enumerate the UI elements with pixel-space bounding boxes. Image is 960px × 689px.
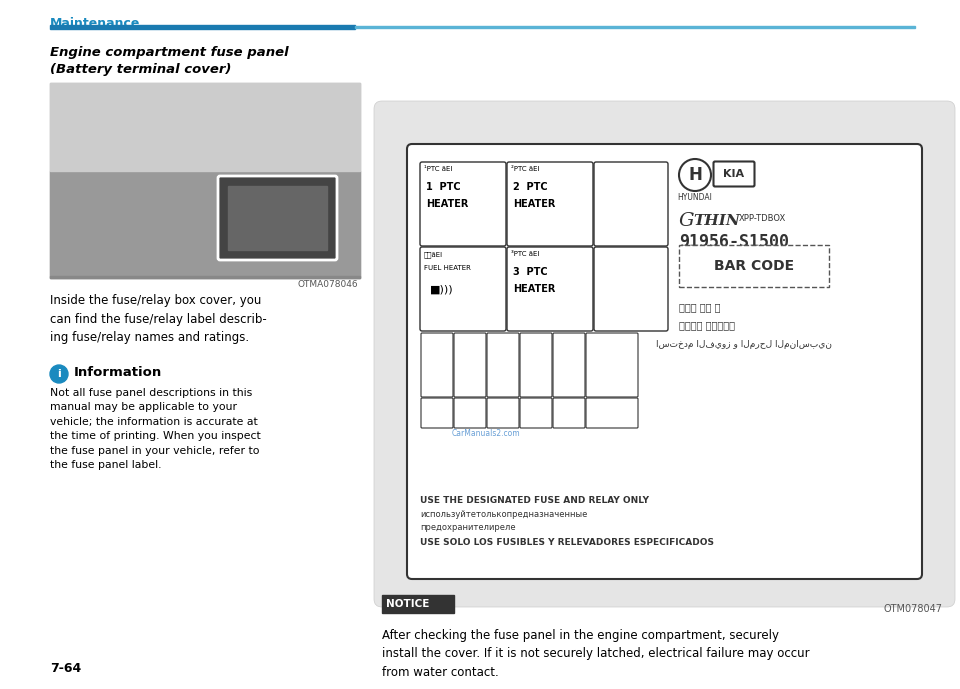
Text: ³PTC ãEI: ³PTC ãEI bbox=[511, 251, 540, 257]
Text: NOTICE: NOTICE bbox=[386, 599, 429, 609]
Text: HEATER: HEATER bbox=[426, 199, 468, 209]
Text: BAR CODE: BAR CODE bbox=[714, 259, 794, 273]
Text: THIN: THIN bbox=[693, 214, 740, 228]
FancyBboxPatch shape bbox=[407, 144, 922, 579]
Text: Not all fuse panel descriptions in this
manual may be applicable to your
vehicle: Not all fuse panel descriptions in this … bbox=[50, 388, 261, 470]
Bar bbox=[50, 25, 355, 29]
Bar bbox=[50, 83, 360, 171]
Bar bbox=[228, 186, 327, 250]
FancyBboxPatch shape bbox=[421, 333, 453, 397]
Text: OTMA078046: OTMA078046 bbox=[298, 280, 358, 289]
Text: HEATER: HEATER bbox=[513, 284, 556, 294]
Text: After checking the fuse panel in the engine compartment, securely
install the co: After checking the fuse panel in the eng… bbox=[382, 629, 809, 679]
Text: H: H bbox=[688, 166, 702, 184]
Text: 지정된 큐즈 및: 지정된 큐즈 및 bbox=[679, 302, 721, 312]
Text: i: i bbox=[58, 369, 60, 379]
Text: Engine compartment fuse panel
(Battery terminal cover): Engine compartment fuse panel (Battery t… bbox=[50, 46, 289, 76]
Text: OTM078047: OTM078047 bbox=[883, 604, 942, 614]
FancyBboxPatch shape bbox=[454, 333, 486, 397]
Text: KIA: KIA bbox=[724, 169, 745, 179]
FancyBboxPatch shape bbox=[487, 333, 519, 397]
Text: USE THE DESIGNATED FUSE AND RELAY ONLY: USE THE DESIGNATED FUSE AND RELAY ONLY bbox=[420, 496, 649, 505]
FancyBboxPatch shape bbox=[454, 398, 486, 428]
Text: 7-64: 7-64 bbox=[50, 662, 82, 675]
Text: ²PTC ãEI: ²PTC ãEI bbox=[511, 166, 540, 172]
Text: ¹PTC ãEI: ¹PTC ãEI bbox=[424, 166, 452, 172]
FancyBboxPatch shape bbox=[553, 333, 585, 397]
Text: 2  PTC: 2 PTC bbox=[513, 182, 547, 192]
Text: XPP-TDBOX: XPP-TDBOX bbox=[739, 214, 786, 223]
Text: USE SOLO LOS FUSIBLES Y RELEVADORES ESPECIFICADOS: USE SOLO LOS FUSIBLES Y RELEVADORES ESPE… bbox=[420, 538, 714, 547]
Bar bbox=[382, 595, 454, 613]
Text: استخدم الفيوز و المرحل المناسبين: استخدم الفيوز و المرحل المناسبين bbox=[656, 340, 832, 349]
Text: CarManuals2.com: CarManuals2.com bbox=[452, 429, 520, 438]
Text: FUEL HEATER: FUEL HEATER bbox=[424, 265, 470, 271]
Circle shape bbox=[50, 365, 68, 383]
FancyBboxPatch shape bbox=[713, 161, 755, 187]
Text: 1  PTC: 1 PTC bbox=[426, 182, 461, 192]
Text: используйтетолькопредназначенные: используйтетолькопредназначенные bbox=[420, 510, 588, 519]
Text: Information: Information bbox=[74, 366, 162, 379]
FancyBboxPatch shape bbox=[520, 333, 552, 397]
FancyBboxPatch shape bbox=[586, 333, 638, 397]
Text: 연료ãEI: 연료ãEI bbox=[424, 251, 444, 258]
Text: Inside the fuse/relay box cover, you
can find the fuse/relay label describ-
ing : Inside the fuse/relay box cover, you can… bbox=[50, 294, 267, 344]
FancyBboxPatch shape bbox=[594, 247, 668, 331]
Bar bbox=[50, 171, 360, 278]
Text: 릴레이만 사용하세요: 릴레이만 사용하세요 bbox=[679, 320, 735, 330]
Bar bbox=[355, 26, 915, 28]
FancyBboxPatch shape bbox=[421, 398, 453, 428]
Text: 91956-S1500: 91956-S1500 bbox=[679, 233, 789, 251]
FancyBboxPatch shape bbox=[487, 398, 519, 428]
Text: HEATER: HEATER bbox=[513, 199, 556, 209]
Text: 3  PTC: 3 PTC bbox=[513, 267, 547, 277]
Text: Maintenance: Maintenance bbox=[50, 17, 140, 30]
Text: HYUNDAI: HYUNDAI bbox=[678, 193, 712, 202]
Bar bbox=[50, 276, 360, 278]
Text: предохранителиреле: предохранителиреле bbox=[420, 523, 516, 532]
Text: ■))): ■))) bbox=[430, 284, 454, 294]
Text: G: G bbox=[679, 212, 695, 230]
FancyBboxPatch shape bbox=[420, 162, 506, 246]
Bar bbox=[679, 245, 829, 287]
FancyBboxPatch shape bbox=[553, 398, 585, 428]
FancyBboxPatch shape bbox=[520, 398, 552, 428]
FancyBboxPatch shape bbox=[374, 101, 955, 607]
FancyBboxPatch shape bbox=[507, 162, 593, 246]
FancyBboxPatch shape bbox=[507, 247, 593, 331]
FancyBboxPatch shape bbox=[218, 176, 337, 260]
Bar bbox=[50, 83, 360, 278]
FancyBboxPatch shape bbox=[586, 398, 638, 428]
FancyBboxPatch shape bbox=[594, 162, 668, 246]
FancyBboxPatch shape bbox=[420, 247, 506, 331]
